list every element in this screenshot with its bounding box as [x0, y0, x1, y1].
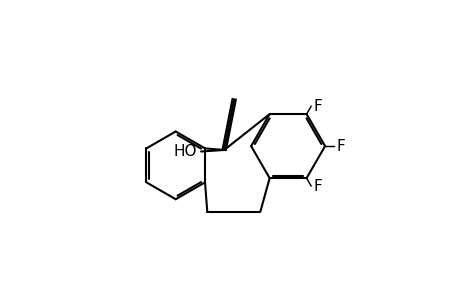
Text: HO: HO: [174, 144, 197, 159]
Text: F: F: [313, 178, 322, 194]
Text: F: F: [336, 139, 345, 154]
Text: F: F: [313, 99, 322, 114]
